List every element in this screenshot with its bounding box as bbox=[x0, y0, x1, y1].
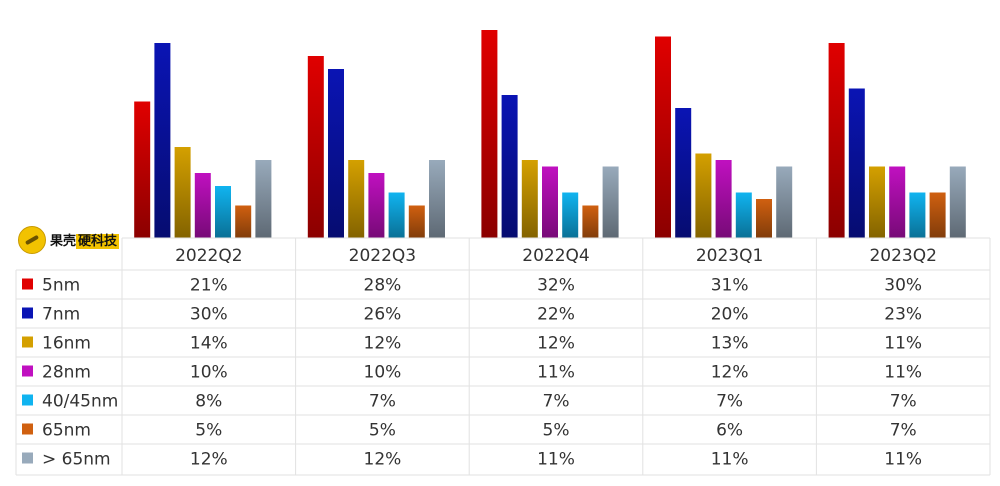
bar-2022Q3-16nm bbox=[348, 160, 365, 238]
table-cell: 20% bbox=[711, 305, 749, 325]
bar-2022Q2-7nm bbox=[154, 43, 171, 238]
bar-2023Q1-65nm bbox=[756, 199, 772, 238]
bar-2022Q4-28nm bbox=[542, 166, 558, 238]
bar-2022Q2-16nm bbox=[174, 147, 191, 238]
legend-label: 40/45nm bbox=[42, 392, 118, 412]
table-cell: 10% bbox=[190, 363, 228, 383]
table-cell: 6% bbox=[716, 421, 743, 441]
logo-name-part1: 果壳 bbox=[50, 234, 77, 249]
bar-2023Q1-28nm bbox=[715, 160, 732, 238]
table-cell: 11% bbox=[537, 450, 575, 470]
bar-2023Q2-4045nm bbox=[909, 192, 926, 238]
table-cell: 14% bbox=[190, 334, 228, 354]
bar-2022Q2-5nm bbox=[134, 101, 151, 238]
table-cell: 8% bbox=[195, 392, 222, 412]
bar-2022Q3-65nm bbox=[429, 160, 445, 238]
bar-2022Q4-4045nm bbox=[562, 192, 579, 238]
table-cell: 7% bbox=[890, 421, 917, 441]
table-cell: 11% bbox=[884, 334, 922, 354]
logo: 果壳 硬科技 bbox=[18, 224, 128, 254]
table-cell: 13% bbox=[711, 334, 749, 354]
legend-label: 28nm bbox=[42, 363, 91, 383]
table-cell: 5% bbox=[195, 421, 222, 441]
logo-badge-icon bbox=[18, 226, 46, 254]
bar-2023Q2-28nm bbox=[889, 166, 906, 238]
table-cell: 10% bbox=[364, 363, 402, 383]
legend-swatch-28nm bbox=[22, 365, 33, 377]
table-cell: 12% bbox=[364, 334, 402, 354]
legend-swatch-65nm bbox=[22, 452, 33, 464]
table-cell: 12% bbox=[711, 363, 749, 383]
legend-swatch-7nm bbox=[22, 307, 33, 319]
bar-2022Q4-65nm bbox=[602, 166, 619, 238]
legend-swatch-4045nm bbox=[22, 394, 33, 406]
table-cell: 12% bbox=[364, 450, 402, 470]
bar-2023Q2-65nm bbox=[929, 192, 946, 238]
table-cell: 12% bbox=[537, 334, 575, 354]
table-cell: 5% bbox=[543, 421, 570, 441]
table-cell: 30% bbox=[190, 305, 228, 325]
bar-2023Q2-5nm bbox=[828, 43, 845, 238]
column-header-2022Q4: 2022Q4 bbox=[522, 246, 589, 266]
table-cell: 7% bbox=[716, 392, 743, 412]
bar-2022Q3-5nm bbox=[307, 56, 324, 238]
legend-swatch-5nm bbox=[22, 278, 33, 290]
logo-name-part2: 硬科技 bbox=[76, 234, 120, 249]
bar-2022Q3-4045nm bbox=[388, 192, 405, 238]
column-header-2022Q2: 2022Q2 bbox=[175, 246, 242, 266]
legend-label: 5nm bbox=[42, 276, 80, 296]
bar-2023Q1-5nm bbox=[655, 36, 671, 238]
bar-2022Q4-7nm bbox=[501, 95, 518, 238]
table-cell: 7% bbox=[890, 392, 917, 412]
table-cell: 31% bbox=[711, 276, 749, 296]
bar-2022Q2-65nm bbox=[235, 205, 252, 238]
legend-label: 16nm bbox=[42, 334, 91, 354]
bar-2023Q1-16nm bbox=[695, 153, 712, 238]
legend-swatch-65nm bbox=[22, 423, 33, 435]
table-cell: 28% bbox=[364, 276, 402, 296]
table-cell: 22% bbox=[537, 305, 575, 325]
table-cell: 11% bbox=[537, 363, 575, 383]
bar-2023Q2-16nm bbox=[869, 166, 885, 238]
column-header-2022Q3: 2022Q3 bbox=[349, 246, 416, 266]
bar-2022Q4-65nm bbox=[582, 205, 599, 238]
table-cell: 12% bbox=[190, 450, 228, 470]
bar-2022Q3-65nm bbox=[408, 205, 425, 238]
data-table: 2022Q2 2022Q3 2022Q4 2023Q1 2023Q2 5nm 21% 28% 3… bbox=[15, 237, 991, 476]
bar-2022Q2-28nm bbox=[194, 173, 211, 238]
table-cell: 7% bbox=[369, 392, 396, 412]
table-cell: 11% bbox=[884, 450, 922, 470]
table-cell: 11% bbox=[884, 363, 922, 383]
bar-2023Q1-7nm bbox=[675, 108, 692, 238]
legend-label: > 65nm bbox=[42, 450, 111, 470]
legend-label: 7nm bbox=[42, 305, 80, 325]
bar-2022Q4-5nm bbox=[481, 30, 498, 238]
table-cell: 11% bbox=[711, 450, 749, 470]
table-cell: 5% bbox=[369, 421, 396, 441]
legend-swatch-16nm bbox=[22, 336, 33, 348]
table-cell: 32% bbox=[537, 276, 575, 296]
legend-label: 65nm bbox=[42, 421, 91, 441]
bar-2023Q2-7nm bbox=[848, 88, 865, 238]
table-cell: 7% bbox=[543, 392, 570, 412]
column-header-2023Q2: 2023Q2 bbox=[869, 246, 936, 266]
table-cell: 23% bbox=[884, 305, 922, 325]
table-cell: 21% bbox=[190, 276, 228, 296]
bar-2022Q3-7nm bbox=[328, 69, 344, 238]
bar-2022Q2-65nm bbox=[255, 160, 272, 238]
table-cell: 26% bbox=[364, 305, 402, 325]
table-cell: 30% bbox=[884, 276, 922, 296]
bar-2023Q2-65nm bbox=[949, 166, 966, 238]
bar-2022Q2-4045nm bbox=[215, 186, 231, 238]
bar-2023Q1-65nm bbox=[776, 166, 793, 238]
column-header-2023Q1: 2023Q1 bbox=[696, 246, 763, 266]
bar-2023Q1-4045nm bbox=[735, 192, 752, 238]
bar-2022Q4-16nm bbox=[521, 160, 538, 238]
bar-2022Q3-28nm bbox=[368, 173, 385, 238]
bars-layer bbox=[134, 30, 966, 238]
